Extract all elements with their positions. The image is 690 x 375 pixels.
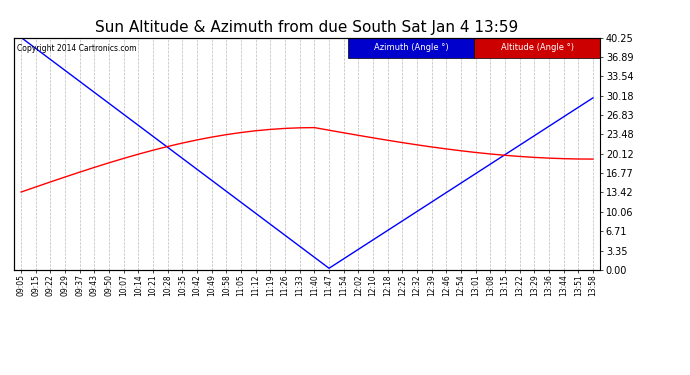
Title: Sun Altitude & Azimuth from due South Sat Jan 4 13:59: Sun Altitude & Azimuth from due South Sa… xyxy=(95,20,519,35)
FancyBboxPatch shape xyxy=(474,38,600,58)
FancyBboxPatch shape xyxy=(348,38,474,58)
Text: Altitude (Angle °): Altitude (Angle °) xyxy=(501,44,574,52)
Text: Copyright 2014 Cartronics.com: Copyright 2014 Cartronics.com xyxy=(17,45,136,54)
Text: Azimuth (Angle °): Azimuth (Angle °) xyxy=(374,44,448,52)
